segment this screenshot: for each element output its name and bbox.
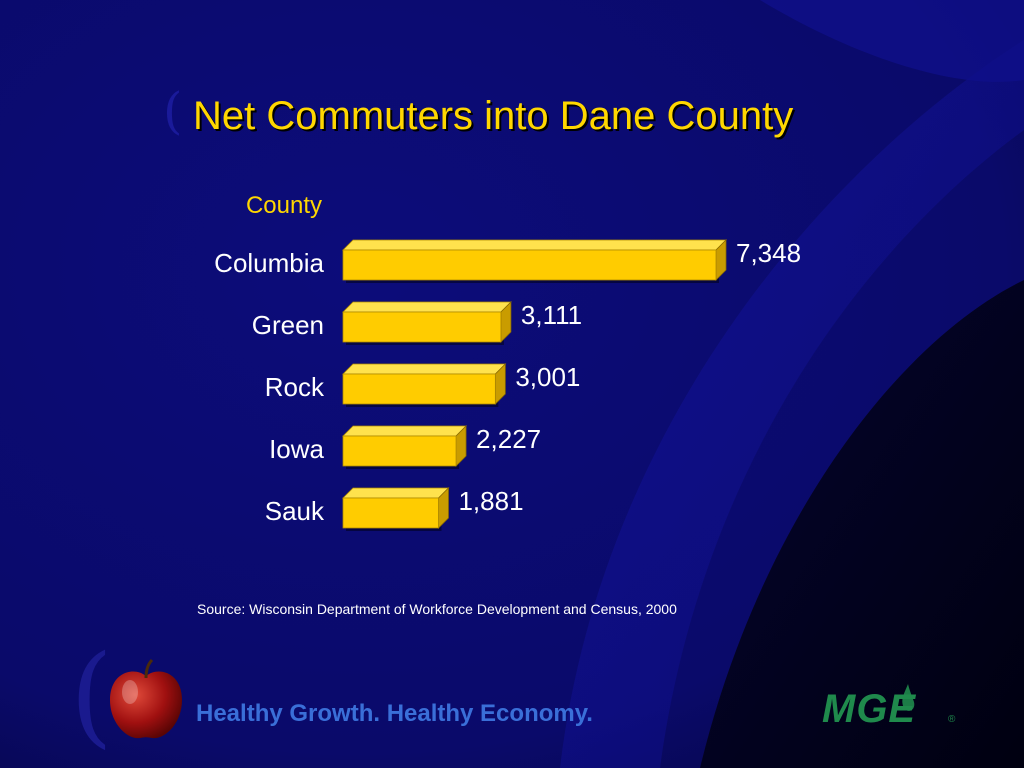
bar-iowa xyxy=(342,425,468,469)
title-bracket-decoration: ( xyxy=(163,82,183,140)
bar-front-face xyxy=(342,249,717,281)
category-axis-label: County xyxy=(246,192,322,219)
bar-top-face xyxy=(342,487,450,499)
tagline: Healthy Growth. Healthy Economy. xyxy=(196,700,593,727)
bar-front-face xyxy=(342,311,502,343)
mge-logo-text: MGE xyxy=(822,687,916,730)
bar-sauk xyxy=(342,487,450,531)
svg-text:®: ® xyxy=(948,714,956,725)
bar-rock xyxy=(342,363,507,407)
bar-front-face xyxy=(342,373,496,405)
value-label: 3,111 xyxy=(521,300,582,330)
bar-top-face xyxy=(342,425,468,437)
value-label: 2,227 xyxy=(476,424,541,454)
category-label: Sauk xyxy=(265,496,325,526)
slide-title: Net Commuters into Dane County xyxy=(193,94,794,138)
bar-top-face xyxy=(342,239,727,251)
apple-icon xyxy=(110,658,182,739)
value-label: 1,881 xyxy=(458,486,523,516)
category-label: Iowa xyxy=(269,434,324,464)
bar-front-face xyxy=(342,497,439,529)
bar-columbia xyxy=(342,239,727,283)
category-label: Green xyxy=(252,310,324,340)
footer-bracket-decoration: ( xyxy=(70,631,113,759)
bars-group: Columbia 7,348 Green 3,111 Rock 3,001 Iowa 2,22… xyxy=(214,238,801,531)
bar-top-face xyxy=(342,301,512,313)
mge-logo: MGE ® xyxy=(822,684,956,730)
category-label: Columbia xyxy=(214,248,324,278)
value-label: 3,001 xyxy=(515,362,580,392)
source-note: Source: Wisconsin Department of Workforc… xyxy=(197,601,677,617)
category-label: Rock xyxy=(265,372,325,402)
bar-top-face xyxy=(342,363,507,375)
bar-front-face xyxy=(342,435,457,467)
value-label: 7,348 xyxy=(736,238,801,268)
bar-green xyxy=(342,301,512,345)
